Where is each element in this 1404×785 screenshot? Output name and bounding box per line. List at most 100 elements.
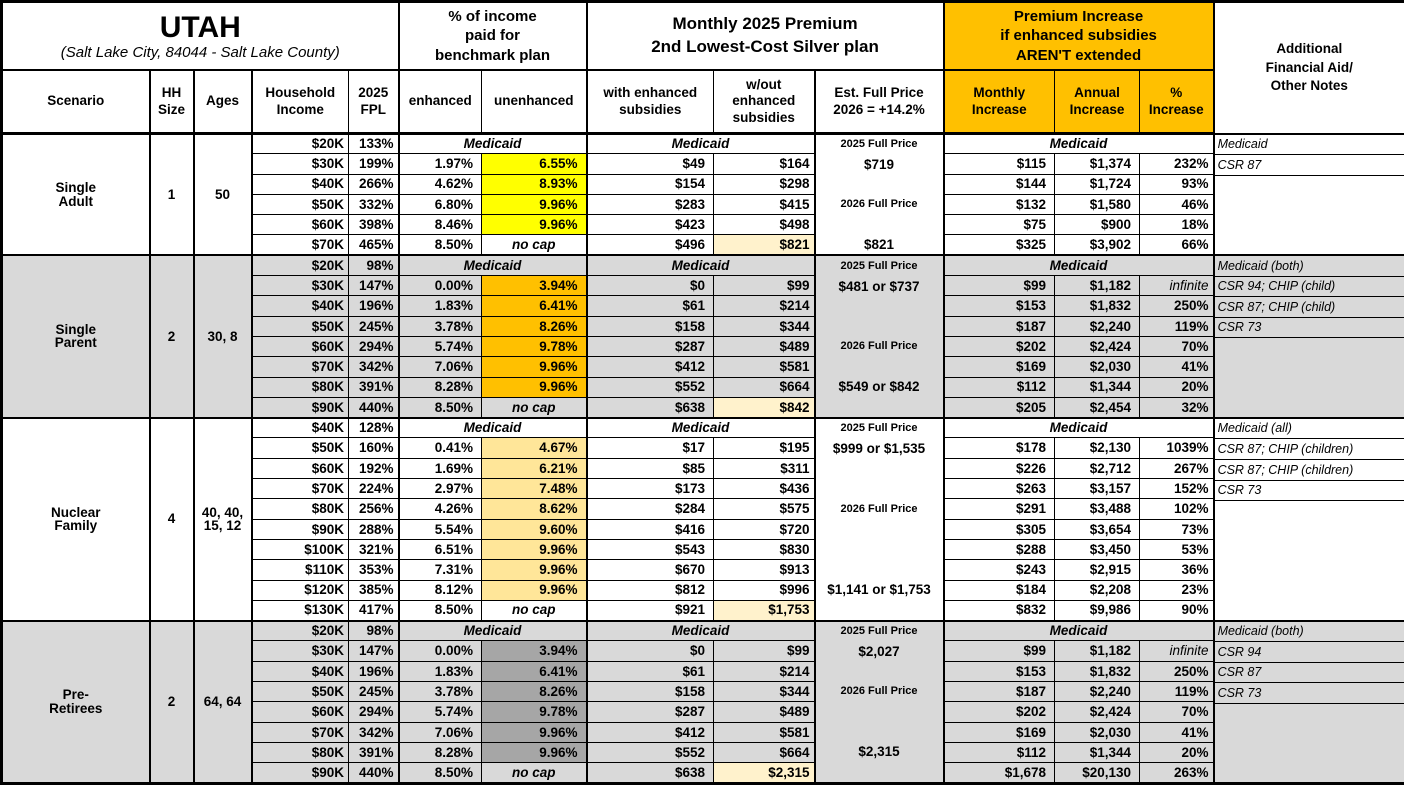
cell-income: $20K <box>252 134 349 154</box>
cell-enhanced-pct: 5.74% <box>399 336 482 356</box>
cell-fpl: 266% <box>349 174 399 194</box>
scenario-cell: Single Parent <box>2 255 150 417</box>
cell-fpl: 465% <box>349 235 399 255</box>
cell-enhanced-pct: 5.54% <box>399 519 482 539</box>
cell-income: $30K <box>252 154 349 174</box>
medicaid-span-premium: Medicaid <box>587 255 815 275</box>
cell-premium-without-subsidies: $99 <box>714 276 815 296</box>
cell-premium-without-subsidies: $298 <box>714 174 815 194</box>
note-line: Medicaid (all) <box>1215 419 1404 440</box>
cell-premium-without-subsidies: $99 <box>714 641 815 661</box>
note-line <box>1215 541 1404 561</box>
full-price-line: $2,315 <box>816 742 943 762</box>
cell-enhanced-pct: 8.50% <box>399 235 482 255</box>
cell-enhanced-pct: 7.06% <box>399 357 482 377</box>
cell-pct-increase: 102% <box>1140 499 1214 519</box>
cell-unenhanced-pct: 8.93% <box>482 174 587 194</box>
cell-fpl: 398% <box>349 215 399 235</box>
cell-premium-with-subsidies: $283 <box>587 194 714 214</box>
cell-fpl: 440% <box>349 397 399 417</box>
cell-enhanced-pct: 2.97% <box>399 479 482 499</box>
cell-annual-increase: $2,712 <box>1055 458 1140 478</box>
cell-premium-with-subsidies: $154 <box>587 174 714 194</box>
group-header-row: UTAH (Salt Lake City, 84044 - Salt Lake … <box>2 2 1404 71</box>
note-line <box>1215 521 1404 541</box>
page-title: UTAH <box>4 11 397 44</box>
medicaid-span-premium: Medicaid <box>587 418 815 438</box>
ages-cell: 40, 40, 15, 12 <box>194 418 252 621</box>
full-price-line: 2026 Full Price <box>816 499 943 519</box>
note-line <box>1215 195 1404 215</box>
note-line <box>1215 743 1404 762</box>
column-header-enhanced: enhanced <box>399 70 482 134</box>
cell-premium-with-subsidies: $552 <box>587 742 714 762</box>
cell-unenhanced-pct: 9.96% <box>482 194 587 214</box>
cell-pct-increase: 90% <box>1140 600 1214 620</box>
cell-unenhanced-pct: 3.94% <box>482 641 587 661</box>
cell-pct-increase: 250% <box>1140 661 1214 681</box>
cell-enhanced-pct: 0.41% <box>399 438 482 458</box>
note-line: Medicaid (both) <box>1215 622 1404 642</box>
cell-premium-with-subsidies: $670 <box>587 560 714 580</box>
full-price-line <box>816 215 943 235</box>
cell-pct-increase: 232% <box>1140 154 1214 174</box>
cell-enhanced-pct: 1.83% <box>399 661 482 681</box>
cell-premium-without-subsidies: $1,753 <box>714 600 815 620</box>
cell-annual-increase: $3,654 <box>1055 519 1140 539</box>
cell-fpl: 440% <box>349 763 399 783</box>
cell-unenhanced-pct: no cap <box>482 600 587 620</box>
cell-unenhanced-pct: 3.94% <box>482 276 587 296</box>
cell-monthly-increase: $305 <box>944 519 1055 539</box>
cell-fpl: 133% <box>349 134 399 154</box>
cell-unenhanced-pct: 6.41% <box>482 296 587 316</box>
cell-premium-without-subsidies: $581 <box>714 357 815 377</box>
notes-cell: Medicaid (both)CSR 94; CHIP (child)CSR 8… <box>1214 255 1404 417</box>
cell-monthly-increase: $99 <box>944 641 1055 661</box>
full-price-line: 2025 Full Price <box>816 622 943 642</box>
cell-enhanced-pct: 8.46% <box>399 215 482 235</box>
cell-premium-without-subsidies: $664 <box>714 742 815 762</box>
cell-annual-increase: $2,424 <box>1055 336 1140 356</box>
cell-income: $20K <box>252 621 349 641</box>
cell-fpl: 224% <box>349 479 399 499</box>
cell-premium-without-subsidies: $821 <box>714 235 815 255</box>
cell-fpl: 321% <box>349 539 399 559</box>
cell-fpl: 98% <box>349 621 399 641</box>
cell-monthly-increase: $263 <box>944 479 1055 499</box>
cell-monthly-increase: $187 <box>944 316 1055 336</box>
full-price-line <box>816 397 943 417</box>
note-line: CSR 87 <box>1215 663 1404 683</box>
cell-annual-increase: $9,986 <box>1055 600 1140 620</box>
cell-unenhanced-pct: 6.41% <box>482 661 587 681</box>
cell-income: $80K <box>252 742 349 762</box>
cell-enhanced-pct: 1.69% <box>399 458 482 478</box>
cell-annual-increase: $2,915 <box>1055 560 1140 580</box>
note-line <box>1215 215 1404 235</box>
cell-annual-increase: $1,374 <box>1055 154 1140 174</box>
medicaid-span-income-pct: Medicaid <box>399 418 587 438</box>
column-header-scenario: Scenario <box>2 70 150 134</box>
cell-premium-without-subsidies: $214 <box>714 661 815 681</box>
cell-enhanced-pct: 4.26% <box>399 499 482 519</box>
cell-monthly-increase: $178 <box>944 438 1055 458</box>
note-line: CSR 73 <box>1215 481 1404 502</box>
cell-fpl: 245% <box>349 316 399 336</box>
full-price-line: 2025 Full Price <box>816 135 943 155</box>
column-header-without-subsidies: w/out enhanced subsidies <box>714 70 815 134</box>
cell-monthly-increase: $112 <box>944 742 1055 762</box>
cell-monthly-increase: $153 <box>944 296 1055 316</box>
full-price-line <box>816 479 943 499</box>
scenario-cell: Nuclear Family <box>2 418 150 621</box>
cell-premium-with-subsidies: $158 <box>587 682 714 702</box>
full-price-line: $2,027 <box>816 642 943 662</box>
scenario-cell: Pre- Retirees <box>2 621 150 783</box>
cell-annual-increase: $2,130 <box>1055 438 1140 458</box>
note-line <box>1215 176 1404 196</box>
cell-income: $70K <box>252 479 349 499</box>
group-header-income-pct: % of income paid for benchmark plan <box>399 2 587 71</box>
cell-annual-increase: $3,488 <box>1055 499 1140 519</box>
cell-pct-increase: 20% <box>1140 377 1214 397</box>
